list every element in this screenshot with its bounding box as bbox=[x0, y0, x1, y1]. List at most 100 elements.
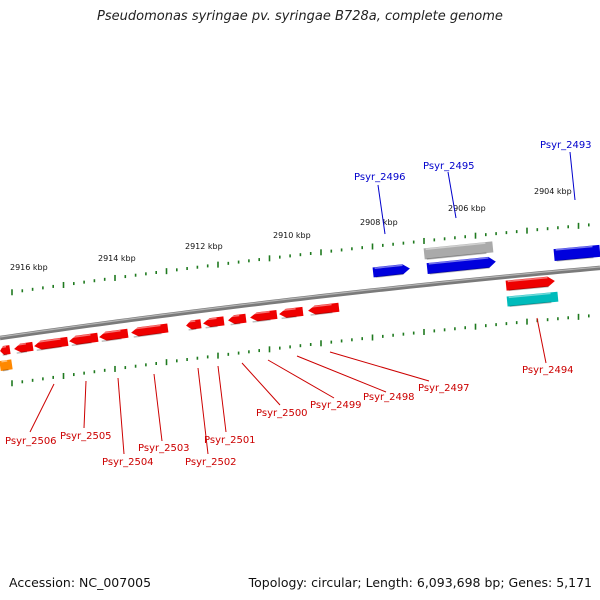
gene-arrow-reverse-6 bbox=[186, 319, 202, 331]
scale-tick-label: 2904 kbp bbox=[534, 187, 572, 196]
gene-arrow-reverse-7-highlight bbox=[204, 317, 217, 321]
gene-arrow-reverse-10-body bbox=[279, 306, 304, 318]
gene-arrow-forward-2495 bbox=[426, 256, 496, 275]
gene-arrow-cyan bbox=[506, 291, 559, 308]
gene-arrow-reverse-5-shadow bbox=[133, 332, 162, 338]
gene-arrow-reverse-4-highlight bbox=[100, 329, 121, 335]
gene-label-psyr-2505: Psyr_2505 bbox=[60, 431, 112, 442]
gene-arrow-reverse-11 bbox=[308, 302, 340, 316]
gene-arrow-forward-2493 bbox=[553, 244, 600, 262]
gene-callout-line bbox=[117, 377, 125, 455]
gene-arrow-red-2494-shadow bbox=[508, 285, 549, 292]
gene-arrow-forward-2495-body bbox=[426, 256, 496, 275]
gene-arrow-forward-2496-shadow bbox=[375, 273, 404, 278]
gene-arrow-reverse-0 bbox=[0, 345, 11, 356]
gene-label-psyr-2503: Psyr_2503 bbox=[138, 443, 190, 454]
gene-arrow-reverse-7-shadow bbox=[205, 325, 218, 329]
gene-callout-line bbox=[153, 373, 163, 442]
gene-arrow-reverse-11-body bbox=[308, 302, 340, 315]
gene-arrow-red-2494 bbox=[505, 276, 555, 292]
gene-callout-line bbox=[241, 362, 281, 406]
gene-label-psyr-2502: Psyr_2502 bbox=[185, 457, 237, 468]
gene-label-psyr-2494: Psyr_2494 bbox=[522, 365, 574, 376]
gene-callout-line bbox=[267, 359, 335, 399]
gene-callout-line bbox=[377, 184, 386, 235]
gene-callout-line bbox=[217, 365, 227, 433]
gene-label-psyr-2498: Psyr_2498 bbox=[363, 392, 415, 403]
gene-arrow-forward-2493-shadow bbox=[556, 256, 594, 262]
gene-arrow-reverse-10 bbox=[279, 306, 304, 320]
gene-label-psyr-2500: Psyr_2500 bbox=[256, 408, 308, 419]
gene-arrow-reverse-3-highlight bbox=[70, 333, 91, 339]
gene-callout-line bbox=[329, 351, 430, 382]
gene-arrow-reverse-9-shadow bbox=[252, 319, 271, 323]
gene-arrow-reverse-11-shadow bbox=[310, 311, 333, 316]
gene-arrow-reverse-4 bbox=[99, 328, 129, 343]
gene-arrow-reverse-10-shadow bbox=[281, 315, 297, 320]
scale-tick-label: 2908 kbp bbox=[360, 218, 398, 227]
gene-arrow-cyan-body bbox=[506, 291, 559, 307]
gene-callout-line bbox=[197, 367, 209, 455]
gene-arrow-reverse-1-highlight bbox=[15, 343, 26, 346]
gene-arrow-gray-highlight bbox=[425, 242, 486, 250]
gene-arrow-reverse-9-highlight bbox=[251, 311, 270, 315]
gene-label-psyr-2495: Psyr_2495 bbox=[423, 161, 475, 172]
gene-label-psyr-2504: Psyr_2504 bbox=[102, 457, 154, 468]
gene-arrow-forward-2493-body bbox=[553, 244, 600, 262]
gene-arrow-cyan-highlight bbox=[508, 292, 551, 299]
gene-arrow-reverse-10-highlight bbox=[280, 307, 296, 312]
gene-callout-line bbox=[296, 355, 387, 393]
gene-arrow-forward-2496 bbox=[372, 264, 410, 278]
gene-callout-line bbox=[569, 151, 576, 201]
gene-arrow-reverse-7-body bbox=[203, 316, 225, 328]
backbone-highlight bbox=[0, 266, 600, 338]
gene-arrow-reverse-7 bbox=[203, 316, 225, 329]
gene-label-psyr-2496: Psyr_2496 bbox=[354, 172, 406, 183]
gene-arrow-reverse-5 bbox=[131, 323, 169, 338]
gene-arrow-gray-body bbox=[423, 241, 494, 260]
gene-arrow-reverse-1-body bbox=[14, 341, 34, 353]
gene-callout-line bbox=[536, 317, 547, 364]
gene-arrow-reverse-0-body bbox=[0, 345, 11, 355]
scale-tick-label: 2906 kbp bbox=[448, 204, 486, 213]
gene-arrow-cyan-shadow bbox=[509, 301, 552, 308]
genome-title: Pseudomonas syringae pv. syringae B728a,… bbox=[97, 9, 503, 24]
gene-arrow-forward-2496-highlight bbox=[374, 264, 403, 269]
gene-callout-line bbox=[447, 171, 457, 219]
gene-arrow-reverse-3 bbox=[69, 332, 99, 347]
gene-arrow-orange-body bbox=[0, 359, 13, 371]
gene-arrow-reverse-4-shadow bbox=[101, 337, 122, 343]
gene-arrow-reverse-5-body bbox=[131, 323, 169, 337]
gene-arrow-reverse-6-highlight bbox=[187, 320, 196, 323]
gene-arrow-orange-shadow bbox=[2, 369, 9, 372]
gene-arrow-orange-highlight bbox=[1, 360, 8, 363]
gene-label-psyr-2499: Psyr_2499 bbox=[310, 400, 362, 411]
gene-arrow-reverse-4-body bbox=[99, 328, 129, 341]
gene-arrow-reverse-1 bbox=[14, 341, 34, 354]
gene-callout-line bbox=[29, 383, 55, 433]
gene-arrow-reverse-11-highlight bbox=[309, 303, 332, 308]
scale-tick-label: 2914 kbp bbox=[98, 254, 136, 263]
scale-tick-label: 2916 kbp bbox=[10, 263, 48, 272]
gene-arrow-reverse-9 bbox=[250, 309, 278, 323]
gene-labels: Psyr_2493 Psyr_2494 Psyr_2495 Psyr_2496 Psyr… bbox=[5, 140, 592, 468]
gene-label-psyr-2493: Psyr_2493 bbox=[540, 140, 592, 151]
tick-rings bbox=[11, 222, 590, 387]
gene-arrow-reverse-1-shadow bbox=[16, 350, 28, 354]
gene-arrow-reverse-5-highlight bbox=[132, 324, 161, 330]
gene-label-psyr-2501: Psyr_2501 bbox=[204, 435, 256, 446]
gene-label-psyr-2497: Psyr_2497 bbox=[418, 383, 470, 394]
gene-arrow-reverse-3-body bbox=[69, 332, 99, 345]
gene-callout-line bbox=[83, 380, 87, 429]
gene-arrow-gray-shadow bbox=[426, 252, 487, 260]
gene-arrow-gray bbox=[423, 241, 494, 260]
gene-arrow-reverse-2-body bbox=[34, 336, 69, 350]
gene-arrow-reverse-2 bbox=[34, 336, 69, 352]
gene-arrow-reverse-2-highlight bbox=[35, 338, 61, 344]
gene-arrow-red-2494-body bbox=[505, 276, 555, 291]
gene-arrow-forward-2495-shadow bbox=[429, 267, 490, 275]
gene-arrow-orange bbox=[0, 359, 13, 372]
scale-tick-label: 2912 kbp bbox=[185, 242, 223, 251]
gene-arrow-reverse-8-highlight bbox=[229, 314, 240, 318]
